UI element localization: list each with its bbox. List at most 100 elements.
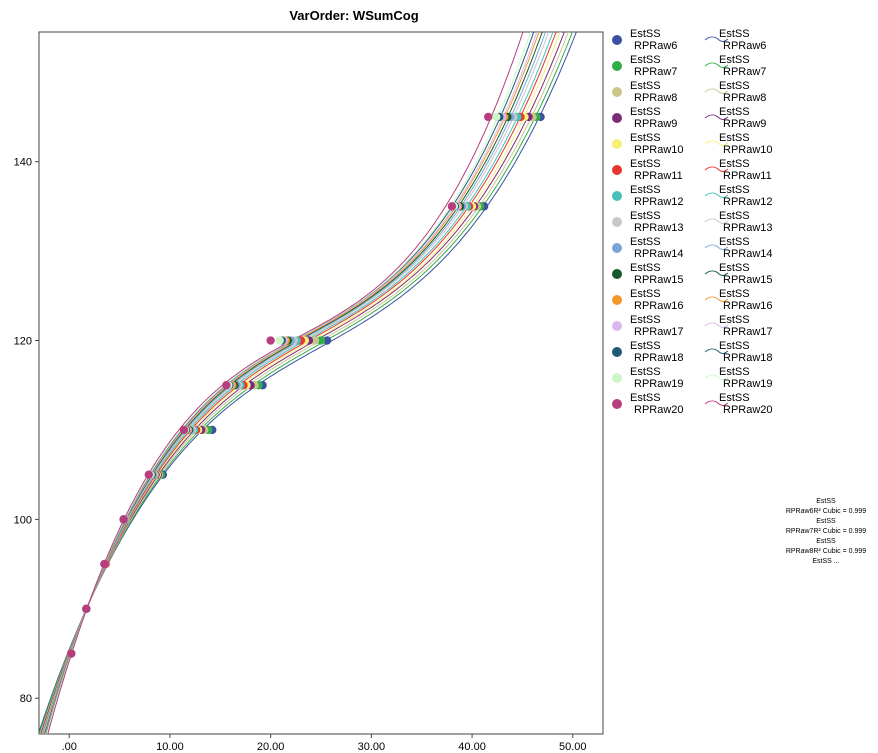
x-tick-label: 10.00 [156,741,184,753]
fit-note: RPRaw8R² Cubic = 0.999 [786,548,866,555]
data-point [322,336,332,345]
legend-label: EstSS RPRaw6 [630,28,677,52]
data-point [483,112,493,122]
legend-marker [612,269,622,279]
legend-marker [612,35,622,45]
legend-line [704,114,729,121]
legend-line [704,270,729,277]
data-point [275,336,284,345]
legend-line [704,140,729,147]
fit-equations: EstSS RPRaw6R² Cubic = 0.999 EstSS RPRaw7R²… [786,498,866,565]
fit-line [39,32,577,732]
legend-label: EstSS RPRaw16 [719,288,773,312]
legend-marker [612,191,622,201]
data-point [179,425,189,435]
y-tick-label: 100 [14,514,32,526]
legend-label: EstSS RPRaw11 [630,158,683,182]
x-tick-label: 20.00 [257,741,285,753]
data-point [119,515,128,524]
legend-label: EstSS RPRaw20 [630,392,684,416]
data-point [447,202,457,211]
fit-note: EstSS ... [812,558,839,565]
fit-line [41,32,561,734]
data-point [316,336,326,345]
legend-line [704,348,729,355]
legend-marker [612,243,622,253]
y-tick-label: 80 [20,693,32,705]
legend-label: EstSS RPRaw17 [719,314,773,338]
legend-label: EstSS RPRaw12 [630,184,684,208]
data-point [144,470,153,479]
data-point [222,381,231,390]
plot-frame [38,31,604,735]
legend-label: EstSS RPRaw19 [719,366,773,390]
legend-marker [612,165,622,175]
legend-line [704,400,729,407]
legend-line [704,62,729,69]
legend-line [704,166,729,173]
legend-label: EstSS RPRaw8 [719,80,766,104]
legend-label: EstSS RPRaw10 [630,132,684,156]
data-points [67,112,545,658]
legend-label: EstSS RPRaw14 [630,236,684,260]
legend-label: EstSS RPRaw8 [630,80,677,104]
legend-line [704,374,729,381]
legend-marker [612,321,622,331]
legend-label: EstSS RPRaw16 [630,288,684,312]
legend-marker [612,373,622,383]
legend-line [704,88,729,95]
legend-label: EstSS RPRaw7 [630,54,677,78]
legend-marker [612,217,622,227]
legend-label: EstSS RPRaw9 [719,106,766,130]
data-point [100,559,109,569]
legend-marker [612,87,622,97]
x-axis: .00 10.00 20.00 30.00 40.00 50.00 [62,734,587,753]
x-tick-label: 40.00 [458,741,486,753]
legend-label: EstSS RPRaw13 [719,210,773,234]
fit-line [46,32,532,734]
fit-lines [39,32,577,734]
data-point [310,336,320,345]
y-tick-label: 120 [14,336,32,348]
legend-line [704,296,729,303]
legend-label: EstSS RPRaw15 [719,262,773,286]
data-point [492,112,501,122]
legend-marker [612,399,622,409]
fit-line [47,32,524,734]
legend-label: EstSS RPRaw18 [719,340,773,364]
fit-note: EstSS [816,538,836,545]
data-point [67,649,76,658]
legend-label: EstSS RPRaw17 [630,314,684,338]
fit-note: EstSS [816,498,836,505]
legend-label: EstSS RPRaw15 [630,262,684,286]
fit-note: EstSS [816,518,836,525]
chart-title: VarOrder: WSumCog [289,8,418,23]
legend-label: EstSS RPRaw7 [719,54,766,78]
legend-label: EstSS RPRaw6 [719,28,766,52]
y-axis: 80 100 120 140 [14,157,39,705]
legend-label: EstSS RPRaw20 [719,392,773,416]
fit-line [42,32,554,734]
x-tick-label: 50.00 [559,741,587,753]
legend-line [704,322,729,329]
legend-marker [612,295,622,305]
fit-note: RPRaw7R² Cubic = 0.999 [786,528,866,535]
data-point [266,336,275,345]
legend-label: EstSS RPRaw10 [719,132,773,156]
legend-marker [612,61,622,71]
legend-label: EstSS RPRaw13 [630,210,684,234]
legend-line [704,218,729,225]
legend-label: EstSS RPRaw9 [630,106,677,130]
legend-line [704,192,729,199]
legend-label: EstSS RPRaw19 [630,366,684,390]
fit-line [42,32,557,734]
legend-line [704,244,729,251]
legend-marker [612,347,622,357]
x-tick-label: 30.00 [358,741,386,753]
legend-marker [612,113,622,123]
legend-label: EstSS RPRaw11 [719,158,772,182]
legend-marker [612,139,622,149]
x-tick-label: .00 [62,741,77,753]
